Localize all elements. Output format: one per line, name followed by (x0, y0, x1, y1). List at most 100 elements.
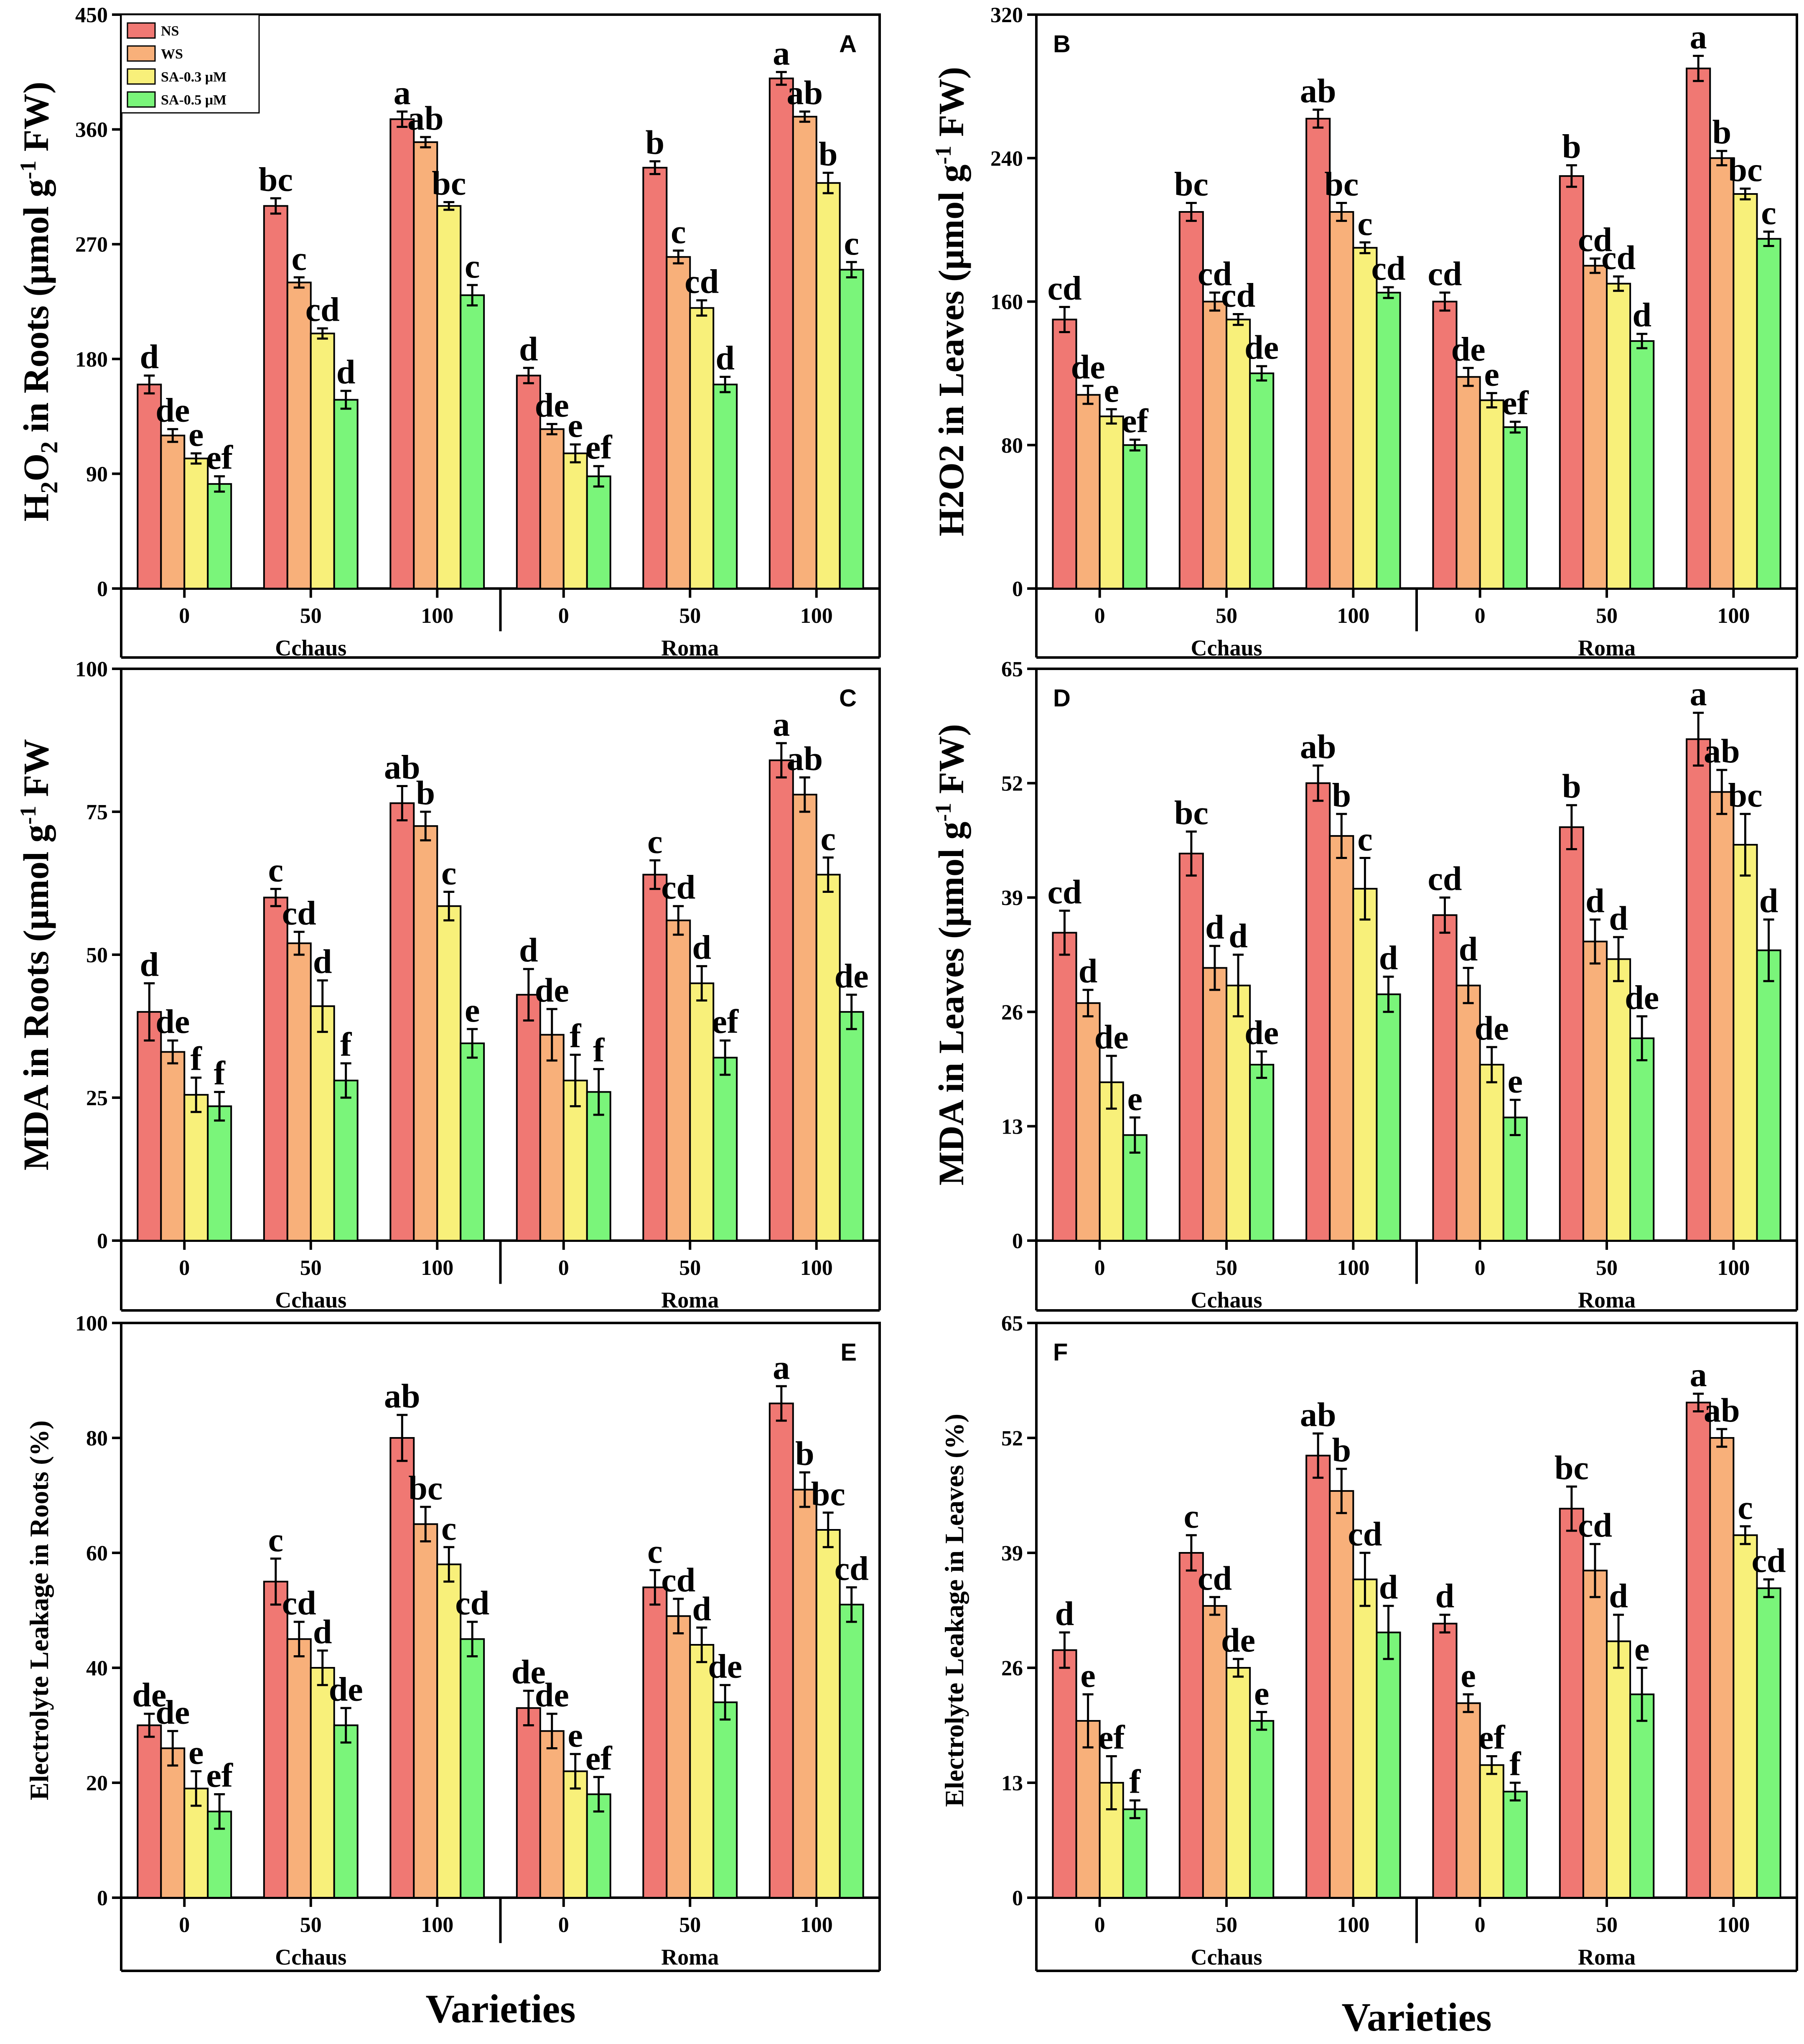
significance-letter: c (844, 224, 859, 262)
y-axis-label-part: -1 (931, 803, 956, 822)
x-tick-label: 100 (421, 604, 453, 628)
legend-swatch (127, 45, 156, 62)
legend-label: NS (161, 23, 179, 39)
y-axis-label-part: -1 (15, 806, 41, 825)
x-tick-label: 0 (558, 604, 569, 628)
significance-letter: b (1562, 767, 1581, 805)
bar (333, 399, 359, 589)
significance-letter: e (465, 991, 480, 1029)
significance-letter: de (1625, 978, 1659, 1016)
significance-letter: de (535, 386, 569, 424)
bar (1249, 372, 1275, 589)
significance-letter: bc (1324, 165, 1359, 203)
significance-letter: de (1244, 1014, 1279, 1052)
bar (263, 1580, 288, 1899)
significance-letter: cd (684, 262, 719, 300)
bar (1352, 1578, 1378, 1899)
x-tick-label: 100 (1717, 1913, 1750, 1937)
y-tick-label: 80 (86, 1427, 108, 1450)
x-tick-label: 50 (300, 1913, 322, 1937)
legend-label: WS (161, 46, 183, 62)
x-tick-label: 100 (800, 1256, 833, 1280)
significance-letter: b (1332, 1431, 1351, 1469)
significance-letter: d (1205, 908, 1224, 946)
x-tick-label: 100 (1717, 1256, 1750, 1280)
significance-letter: c (647, 822, 662, 860)
y-tick-label: 320 (990, 3, 1023, 27)
panel-letter: C (839, 685, 857, 712)
significance-letter: d (140, 945, 159, 983)
y-axis-label: Electrolyte Leakage in Leaves (%) (939, 1414, 969, 1807)
y-tick-label: 100 (75, 658, 108, 681)
significance-letter: e (1484, 355, 1499, 393)
x-tick-label: 100 (421, 1913, 453, 1937)
significance-letter: cd (661, 1561, 695, 1599)
x-tick-label: 50 (300, 604, 322, 628)
significance-letter: ef (206, 1756, 233, 1794)
significance-letter: e (188, 1733, 204, 1771)
bar (666, 1615, 691, 1899)
significance-letter: cd (1427, 255, 1462, 293)
x-tick-label: 0 (179, 1913, 190, 1937)
bar (1606, 958, 1631, 1242)
bar (436, 905, 462, 1241)
significance-letter: f (214, 1054, 226, 1092)
y-tick-label: 450 (75, 3, 108, 27)
y-axis-label-part: 2 (36, 482, 63, 494)
bar (310, 1667, 335, 1899)
x-tick-label: 0 (1475, 1913, 1486, 1937)
y-tick-label: 13 (1001, 1771, 1023, 1795)
significance-letter: de (132, 1676, 166, 1714)
significance-letter: d (336, 353, 356, 391)
bar (1178, 1552, 1204, 1899)
significance-letter: c (268, 1521, 283, 1559)
significance-letter: ef (1502, 384, 1529, 422)
bar (562, 452, 588, 590)
significance-letter: cd (835, 1550, 869, 1588)
bar (1249, 1064, 1275, 1241)
x-tick-label: 50 (1596, 1913, 1618, 1937)
bar (183, 1094, 209, 1241)
significance-letter: c (1184, 1497, 1199, 1535)
significance-letter: f (1509, 1745, 1522, 1783)
legend-label: SA-0.3 μM (161, 69, 226, 85)
significance-letter: a (1690, 1356, 1707, 1394)
bar (413, 141, 438, 590)
significance-letter: c (465, 247, 480, 285)
significance-letter: cd (282, 1584, 316, 1622)
plot-frame (1035, 13, 1798, 590)
group-label: Roma (1578, 1945, 1636, 1970)
group-label: Cchaus (1191, 1287, 1262, 1313)
x-tick-label: 100 (421, 1256, 453, 1280)
significance-letter: d (1759, 882, 1779, 920)
significance-letter: ab (1704, 1391, 1740, 1429)
bar (792, 116, 817, 590)
significance-letter: e (1104, 371, 1119, 409)
y-axis-label-part: FW) (931, 67, 971, 146)
y-axis-label-part: MDA in Roots (μmol g (16, 825, 56, 1171)
bar (642, 874, 668, 1241)
significance-letter: cd (1221, 276, 1255, 314)
significance-letter: cd (1578, 221, 1612, 259)
bar (310, 1005, 335, 1242)
y-axis-label: H2O2 in Roots (μmol g-1 FW) (15, 82, 63, 521)
bar (1606, 283, 1631, 589)
bar (1352, 247, 1378, 589)
significance-letter: de (535, 1676, 569, 1714)
bar (1305, 782, 1331, 1241)
significance-letter: e (1634, 1630, 1649, 1668)
significance-letter: d (1609, 899, 1628, 937)
significance-letter: ab (1704, 732, 1740, 770)
significance-letter: e (1254, 1674, 1269, 1712)
significance-letter: ef (1098, 1718, 1125, 1756)
significance-letter: d (1079, 952, 1098, 990)
significance-letter: e (1508, 1062, 1523, 1100)
significance-letter: bc (432, 164, 466, 202)
x-axis-title: Varieties (425, 1986, 575, 2031)
plot-frame (120, 1322, 881, 1899)
y-axis-label-part: O (16, 454, 56, 482)
significance-letter: de (708, 1647, 742, 1685)
bar (1432, 914, 1458, 1241)
